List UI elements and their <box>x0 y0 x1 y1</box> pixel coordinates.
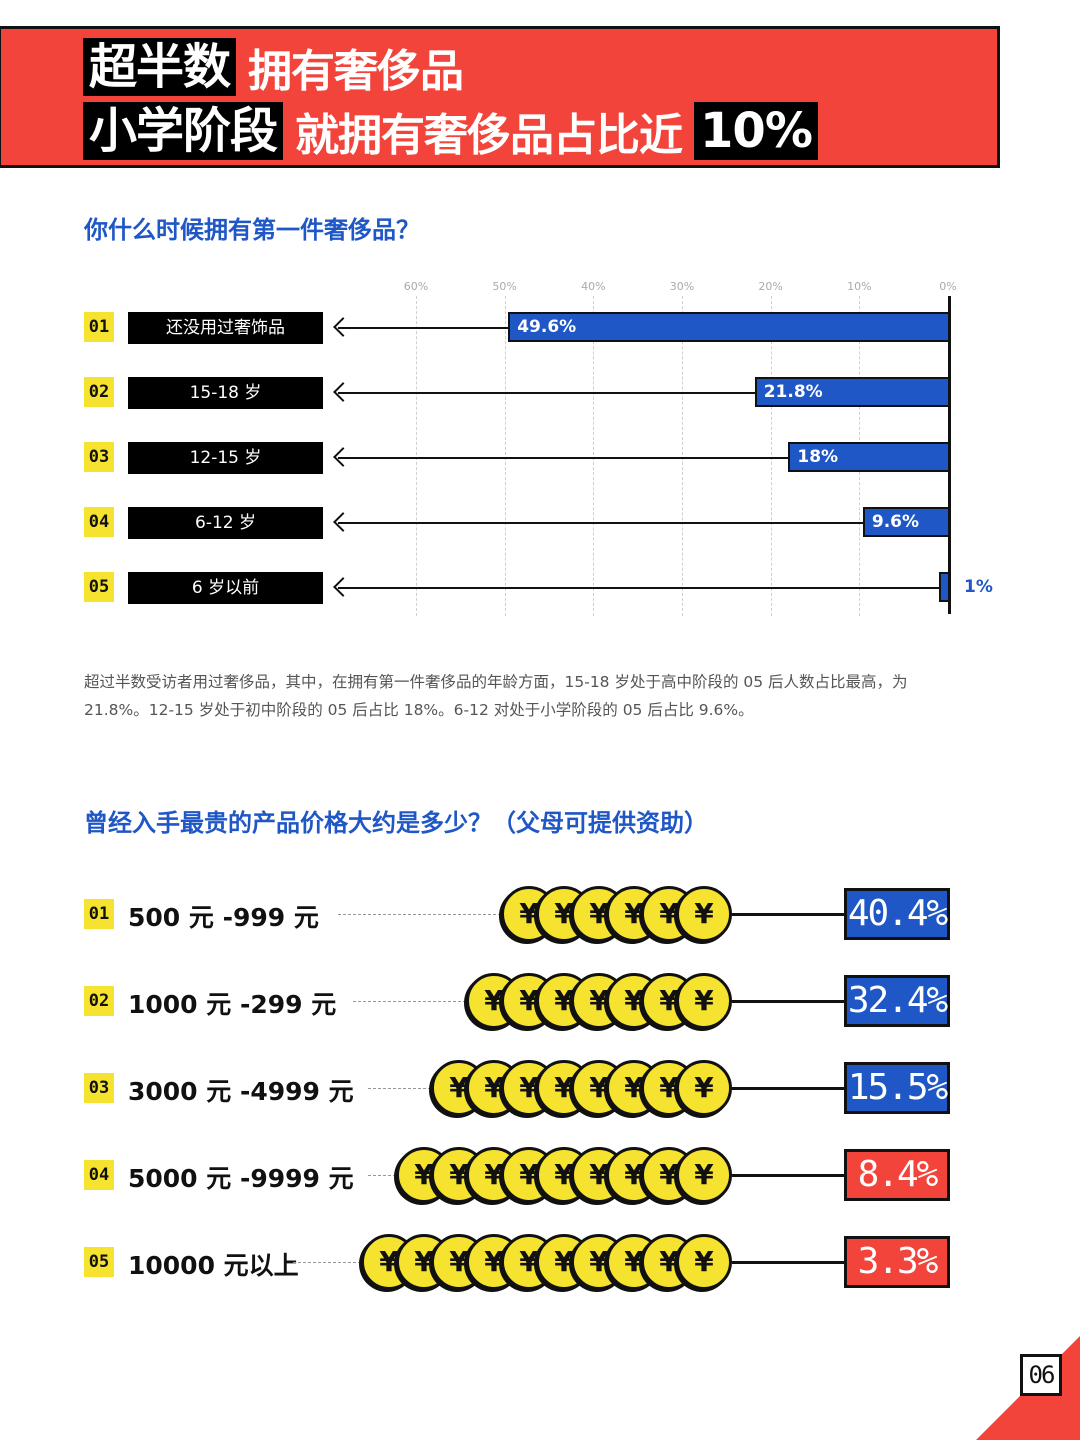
category-label: 15-18 岁 <box>128 377 323 409</box>
category-label: 12-15 岁 <box>128 442 323 474</box>
row-number-badge: 04 <box>84 507 114 537</box>
question-2-title: 曾经入手最贵的产品价格大约是多少？（父母可提供资助） <box>84 809 708 837</box>
gridline <box>593 296 595 616</box>
connector-line <box>732 1174 844 1177</box>
category-label: 6-12 岁 <box>128 507 323 539</box>
data-bar <box>939 572 951 602</box>
yen-coin-icon: ¥ <box>676 1060 732 1116</box>
connector-line <box>732 913 844 916</box>
yen-coin-icon: ¥ <box>676 973 732 1029</box>
x-tick-label: 10% <box>847 280 872 293</box>
data-label: 1% <box>964 577 993 597</box>
coin-stack: ¥ ¥ ¥ ¥ ¥ ¥ ¥ ¥ ¥ ¥ <box>361 1234 732 1290</box>
row-number-badge: 04 <box>84 1160 114 1190</box>
row-number-badge: 02 <box>84 377 114 407</box>
percent-box: 32.4% <box>844 975 950 1027</box>
coin-stack: ¥ ¥ ¥ ¥ ¥ ¥ ¥ ¥ ¥ <box>396 1147 732 1203</box>
connector-line <box>732 1000 844 1003</box>
x-tick-label: 30% <box>669 280 695 293</box>
summary-paragraph: 超过半数受访者用过奢侈品，其中，在拥有第一件奢侈品的年龄方面，15-18 岁处于… <box>84 673 908 719</box>
x-tick-label: 60% <box>403 280 429 293</box>
row-number-badge: 02 <box>84 986 114 1016</box>
arrow-head-icon <box>333 447 353 467</box>
row-number-badge: 05 <box>84 572 114 602</box>
price-range-label: 3000 元 -4999 元 <box>128 1077 354 1106</box>
arrow-head-icon <box>333 317 353 337</box>
header-banner: 超半数 拥有奢侈品 小学阶段 就拥有奢侈品占比近 10% <box>0 26 1000 168</box>
header-highlight-1: 超半数 <box>83 38 237 96</box>
category-label: 6 岁以前 <box>128 572 323 604</box>
header-highlight-2: 小学阶段 <box>83 102 284 160</box>
dashed-leader <box>368 1088 431 1089</box>
arrow-head-icon <box>333 382 353 402</box>
header-text-1: 拥有奢侈品 <box>248 46 464 97</box>
pointer-arrow <box>333 317 509 337</box>
coin-stack: ¥ ¥ ¥ ¥ ¥ ¥ ¥ ¥ <box>431 1060 732 1116</box>
pointer-arrow <box>333 382 755 402</box>
percent-box: 40.4% <box>844 888 950 940</box>
header-text-2: 就拥有奢侈品占比近 <box>295 110 683 161</box>
data-bar: 18% <box>788 442 950 472</box>
connector-line <box>732 1261 844 1264</box>
arrow-head-icon <box>333 512 353 532</box>
row-number-badge: 01 <box>84 899 114 929</box>
question-1-title: 你什么时候拥有第一件奢侈品？ <box>84 216 420 244</box>
percent-box: 3.3% <box>844 1236 950 1288</box>
percent-box: 15.5% <box>844 1062 950 1114</box>
pointer-arrow <box>333 447 789 467</box>
coin-stack: ¥ ¥ ¥ ¥ ¥ ¥ ¥ <box>466 973 732 1029</box>
header-line-2: 小学阶段 就拥有奢侈品占比近 10% <box>83 101 818 161</box>
dashed-leader <box>368 1175 396 1176</box>
yen-coin-icon: ¥ <box>676 886 732 942</box>
dashed-leader <box>353 1001 466 1002</box>
row-number-badge: 01 <box>84 312 114 342</box>
x-tick-label: 40% <box>581 280 606 293</box>
category-label: 还没用过奢饰品 <box>128 312 323 344</box>
yen-coin-icon: ¥ <box>676 1234 732 1290</box>
header-line-1: 超半数 拥有奢侈品 <box>83 37 475 97</box>
row-number-badge: 03 <box>84 442 114 472</box>
arrow-head-icon <box>333 577 353 597</box>
price-range-label: 1000 元 -299 元 <box>128 990 337 1019</box>
x-tick-label: 50% <box>492 280 517 293</box>
price-range-label: 500 元 -999 元 <box>128 903 319 932</box>
pointer-arrow <box>333 512 863 532</box>
connector-line <box>732 1087 844 1090</box>
gridline <box>416 296 417 616</box>
yen-coin-icon: ¥ <box>676 1147 732 1203</box>
price-range-label: 10000 元以上 <box>128 1251 299 1280</box>
header-percent: 10% <box>694 102 818 160</box>
yen-coin-icon: ¥ <box>431 1147 487 1203</box>
gridline <box>504 296 506 616</box>
page-number: 06 <box>1020 1354 1062 1396</box>
x-tick-label: 20% <box>758 280 783 293</box>
price-range-label: 5000 元 -9999 元 <box>128 1164 354 1193</box>
data-bar: 9.6% <box>862 507 950 537</box>
x-tick-label: 0% <box>939 280 957 293</box>
dashed-leader <box>293 1262 361 1263</box>
coin-stack: ¥ ¥ ¥ ¥ ¥ ¥ <box>501 886 732 942</box>
row-number-badge: 05 <box>84 1247 114 1277</box>
pointer-arrow <box>333 577 940 597</box>
gridline <box>682 296 683 616</box>
data-bar: 49.6% <box>508 312 950 342</box>
percent-box: 8.4% <box>844 1149 950 1201</box>
data-bar: 21.8% <box>754 377 950 407</box>
row-number-badge: 03 <box>84 1073 114 1103</box>
gridline <box>770 296 772 616</box>
dashed-leader <box>338 914 501 915</box>
